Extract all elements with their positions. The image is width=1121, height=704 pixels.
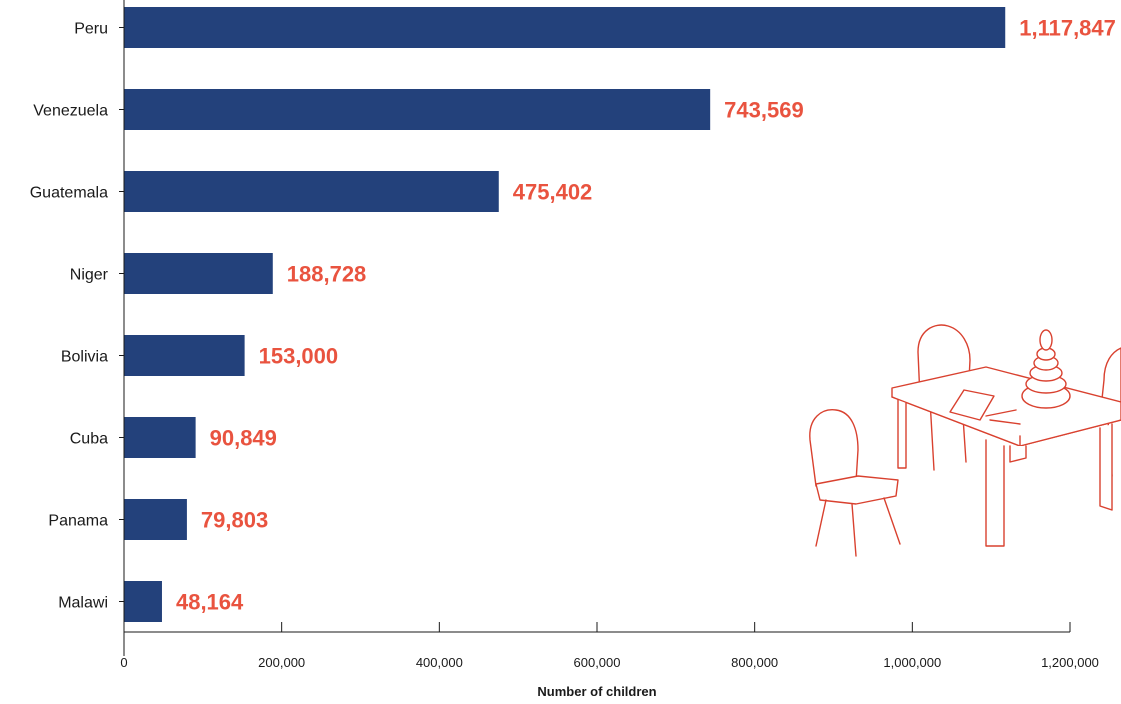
bar-peru (124, 7, 1006, 48)
x-tick-label: 0 (120, 655, 127, 670)
table-chairs-illustration (809, 324, 1121, 557)
value-label: 153,000 (259, 344, 339, 369)
x-axis-title: Number of children (537, 684, 656, 699)
value-label: 79,803 (201, 508, 268, 533)
category-label: Guatemala (30, 185, 108, 202)
category-label: Niger (70, 267, 109, 284)
x-tick-label: 200,000 (258, 655, 305, 670)
value-label: 743,569 (724, 98, 804, 123)
category-label: Peru (74, 21, 108, 38)
category-label: Panama (48, 513, 108, 530)
value-label: 188,728 (287, 262, 367, 287)
x-tick-label: 400,000 (416, 655, 463, 670)
x-tick-label: 600,000 (574, 655, 621, 670)
bar-venezuela (124, 89, 711, 130)
x-tick-label: 800,000 (731, 655, 778, 670)
bar-cuba (124, 417, 196, 458)
bar-bolivia (124, 335, 245, 376)
x-tick-label: 1,200,000 (1041, 655, 1099, 670)
bar-niger (124, 253, 273, 294)
x-tick-label: 1,000,000 (883, 655, 941, 670)
value-label: 48,164 (176, 590, 244, 615)
category-label: Bolivia (61, 349, 108, 366)
value-label: 1,117,847 (1019, 16, 1116, 41)
value-labels: 1,117,847 743,569 475,402 188,728 153,000 90,… (176, 16, 1116, 615)
category-label: Malawi (58, 595, 108, 612)
category-label: Cuba (70, 431, 108, 448)
bar-malawi (124, 581, 162, 622)
category-label: Venezuela (33, 103, 108, 120)
x-axis: 0 200,000 400,000 600,000 800,000 1,000,000 1,… (119, 0, 1099, 670)
bar-guatemala (124, 171, 499, 212)
value-label: 475,402 (513, 180, 593, 205)
bar-panama (124, 499, 187, 540)
value-label: 90,849 (210, 426, 277, 451)
bars-group (124, 7, 1006, 622)
category-labels: Peru Venezuela Guatemala Niger Bolivia Cuba Pa… (30, 21, 109, 612)
